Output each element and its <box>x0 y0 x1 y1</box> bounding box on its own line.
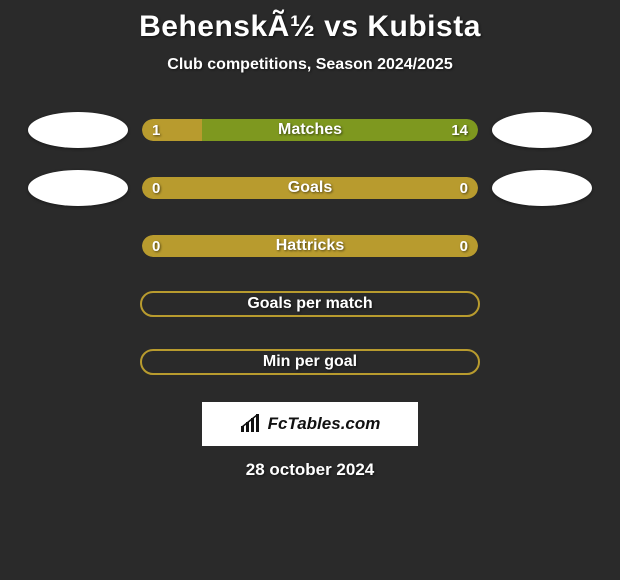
date-label: 28 october 2024 <box>0 460 620 480</box>
player-left-avatar <box>28 170 128 206</box>
player-left-avatar <box>28 112 128 148</box>
stat-row-hattricks: 00Hattricks <box>0 228 620 264</box>
stat-row-matches: 114Matches <box>0 112 620 148</box>
stat-rows: 114Matches00Goals00HattricksGoals per ma… <box>0 112 620 380</box>
stat-label: Goals per match <box>142 295 478 313</box>
value-right: 0 <box>460 238 468 255</box>
value-right: 14 <box>451 122 468 139</box>
page-subtitle: Club competitions, Season 2024/2025 <box>0 56 620 74</box>
bar-seg-full <box>142 177 478 199</box>
value-left: 1 <box>152 122 160 139</box>
comparison-card: BehenskÃ½ vs Kubista Club competitions, … <box>0 0 620 480</box>
player-right-avatar <box>492 112 592 148</box>
stat-row-goals: 00Goals <box>0 170 620 206</box>
stat-bar-matches: 114Matches <box>140 117 480 143</box>
stat-bar-mpg: Min per goal <box>140 349 480 375</box>
value-right: 0 <box>460 180 468 197</box>
branding-badge: FcTables.com <box>202 402 418 446</box>
branding-text: FcTables.com <box>268 414 381 434</box>
stat-bar-hattricks: 00Hattricks <box>140 233 480 259</box>
stat-row-mpg: Min per goal <box>0 344 620 380</box>
bar-seg-full <box>142 235 478 257</box>
stat-row-gpm: Goals per match <box>0 286 620 322</box>
player-right-avatar <box>492 170 592 206</box>
page-title: BehenskÃ½ vs Kubista <box>0 10 620 44</box>
chart-icon <box>240 414 262 434</box>
bar-seg-right <box>202 119 478 141</box>
stat-bar-gpm: Goals per match <box>140 291 480 317</box>
value-left: 0 <box>152 238 160 255</box>
stat-bar-goals: 00Goals <box>140 175 480 201</box>
value-left: 0 <box>152 180 160 197</box>
stat-label: Min per goal <box>142 353 478 371</box>
